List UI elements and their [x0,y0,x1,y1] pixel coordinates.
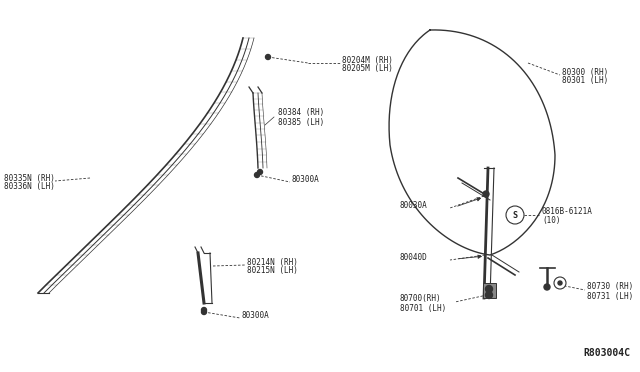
Text: R803004C: R803004C [583,348,630,358]
Text: 80214N (RH): 80214N (RH) [247,257,298,266]
Text: 80300 (RH): 80300 (RH) [562,67,608,77]
Text: 80730 (RH): 80730 (RH) [587,282,633,292]
Circle shape [483,191,489,197]
Circle shape [486,285,493,292]
Circle shape [257,170,262,174]
Text: 80300A: 80300A [292,176,320,185]
Text: 80336N (LH): 80336N (LH) [4,183,55,192]
Circle shape [266,55,271,60]
Circle shape [558,281,562,285]
Circle shape [202,308,207,312]
Text: S: S [513,211,518,219]
Text: 80384 (RH): 80384 (RH) [278,109,324,118]
Text: 80204M (RH): 80204M (RH) [342,55,393,64]
Text: 80700(RH): 80700(RH) [400,295,442,304]
Circle shape [255,173,259,177]
Polygon shape [483,283,496,298]
Circle shape [506,206,524,224]
Text: 80205M (LH): 80205M (LH) [342,64,393,74]
Text: 80300A: 80300A [242,311,269,321]
Circle shape [554,277,566,289]
Text: 80335N (RH): 80335N (RH) [4,173,55,183]
Text: 80040D: 80040D [400,253,428,263]
Text: 80385 (LH): 80385 (LH) [278,118,324,126]
Circle shape [486,292,493,298]
Circle shape [544,284,550,290]
Text: 80731 (LH): 80731 (LH) [587,292,633,301]
Text: 80301 (LH): 80301 (LH) [562,77,608,86]
Text: 80030A: 80030A [400,202,428,211]
Text: (10): (10) [542,217,561,225]
Text: 80701 (LH): 80701 (LH) [400,304,446,312]
Circle shape [202,310,207,314]
Text: 0816B-6121A: 0816B-6121A [542,208,593,217]
Text: 80215N (LH): 80215N (LH) [247,266,298,276]
